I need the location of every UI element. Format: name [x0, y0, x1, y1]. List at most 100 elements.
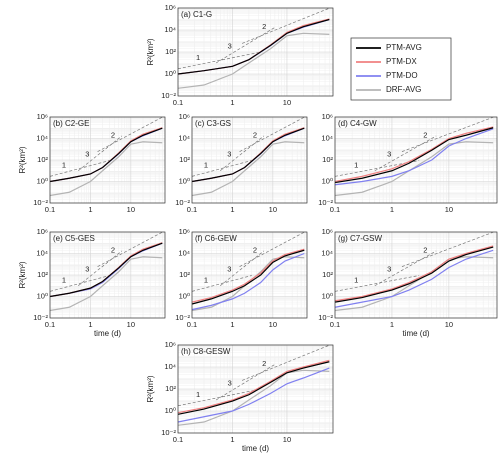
- plot-frame: [49, 231, 166, 319]
- legend-label: PTM-DX: [386, 57, 417, 66]
- reference-label: 3: [387, 149, 391, 158]
- reference-label: 1: [354, 276, 358, 285]
- reference-label: 2: [253, 245, 257, 254]
- x-tick-label: 0.1: [173, 435, 183, 444]
- x-tick-label: 0.1: [330, 320, 340, 329]
- plot-frame: [334, 231, 498, 319]
- reference-label: 3: [228, 41, 232, 50]
- y-tick-label: 10⁶: [37, 227, 48, 236]
- reference-line: [191, 160, 252, 177]
- x-tick-label: 1: [230, 320, 234, 329]
- panel-title: (f) C6-GEW: [195, 234, 237, 243]
- y-tick-label: 10⁻²: [33, 313, 48, 322]
- y-tick-label: 10⁶: [165, 3, 176, 12]
- y-tick-label: 10⁴: [164, 25, 176, 34]
- reference-line: [239, 231, 305, 267]
- plot-frame: [177, 7, 334, 97]
- x-axis-label: time (d): [94, 329, 121, 338]
- x-tick-label: 10: [269, 205, 277, 214]
- reference-line: [97, 231, 163, 267]
- x-tick-label: 1: [88, 205, 92, 214]
- x-tick-label: 0.1: [45, 320, 55, 329]
- series-line: [49, 256, 163, 312]
- series-line: [191, 249, 305, 305]
- y-tick-label: 10⁻²: [318, 198, 333, 207]
- reference-label: 2: [423, 130, 427, 139]
- reference-label: 2: [423, 245, 427, 254]
- y-tick-label: 10⁶: [37, 112, 48, 121]
- series-line: [177, 18, 330, 75]
- y-tick-label: 10²: [37, 270, 48, 279]
- y-tick-label: 10⁶: [322, 227, 333, 236]
- reference-label: 2: [262, 22, 266, 31]
- series-line: [177, 361, 330, 415]
- reference-label: 3: [228, 378, 232, 387]
- panel-title: (c) C3-GS: [195, 119, 231, 128]
- reference-label: 2: [253, 130, 257, 139]
- reference-label: 2: [262, 359, 266, 368]
- reference-label: 1: [204, 161, 208, 170]
- series-line: [177, 359, 330, 414]
- y-tick-label: 10⁶: [179, 112, 190, 121]
- panel-title: (g) C7-GSW: [338, 234, 382, 243]
- series-line: [177, 367, 330, 423]
- x-tick-label: 0.1: [187, 320, 197, 329]
- reference-line: [49, 160, 110, 177]
- y-tick-label: 10⁴: [178, 133, 190, 142]
- reference-label: 3: [227, 264, 231, 273]
- y-tick-label: 10²: [165, 47, 176, 56]
- reference-line: [239, 116, 305, 152]
- y-tick-label: 10²: [322, 270, 333, 279]
- y-axis-label: R²(km²): [146, 375, 155, 402]
- series-line: [334, 249, 494, 308]
- series-line: [49, 141, 163, 197]
- y-axis-label: R²(km²): [18, 146, 27, 173]
- series-line: [49, 127, 163, 183]
- x-tick-label: 10: [283, 98, 291, 107]
- series-line: [334, 128, 494, 186]
- reference-line: [177, 52, 259, 70]
- y-tick-label: 10⁴: [36, 133, 48, 142]
- y-axis-label: R²(km²): [18, 261, 27, 288]
- y-tick-label: 10⁰: [179, 291, 190, 300]
- legend-label: PTM-AVG: [386, 43, 422, 52]
- legend-label: PTM-DO: [386, 71, 418, 80]
- reference-label: 2: [111, 245, 115, 254]
- reference-line: [97, 116, 163, 152]
- y-tick-label: 10⁻²: [318, 313, 333, 322]
- reference-line: [215, 27, 276, 64]
- y-tick-label: 10⁴: [164, 362, 176, 371]
- reference-label: 1: [62, 161, 66, 170]
- x-tick-label: 10: [127, 205, 135, 214]
- y-tick-label: 10⁴: [321, 248, 333, 257]
- y-tick-label: 10⁰: [37, 176, 48, 185]
- y-tick-label: 10⁴: [178, 248, 190, 257]
- x-tick-label: 10: [269, 320, 277, 329]
- x-tick-label: 10: [127, 320, 135, 329]
- reference-line: [374, 135, 437, 172]
- series-line: [177, 369, 330, 426]
- x-tick-label: 1: [230, 435, 234, 444]
- reference-label: 1: [196, 53, 200, 62]
- legend-label: DRF-AVG: [386, 85, 421, 94]
- reference-line: [177, 389, 259, 407]
- reference-label: 1: [62, 276, 66, 285]
- series-line: [177, 32, 330, 89]
- y-tick-label: 10⁰: [179, 176, 190, 185]
- y-tick-label: 10⁶: [179, 227, 190, 236]
- y-tick-label: 10⁻²: [33, 198, 48, 207]
- series-line: [49, 242, 163, 298]
- series-line: [191, 127, 305, 183]
- x-axis-label: time (d): [402, 329, 429, 338]
- series-line: [334, 246, 494, 303]
- y-tick-label: 10⁴: [36, 248, 48, 257]
- y-tick-label: 10⁰: [165, 69, 176, 78]
- reference-line: [401, 231, 494, 267]
- reference-label: 1: [196, 390, 200, 399]
- y-tick-label: 10²: [322, 155, 333, 164]
- x-tick-label: 0.1: [187, 205, 197, 214]
- x-axis-label: time (d): [242, 444, 269, 453]
- x-tick-label: 10: [445, 205, 453, 214]
- reference-line: [241, 7, 330, 44]
